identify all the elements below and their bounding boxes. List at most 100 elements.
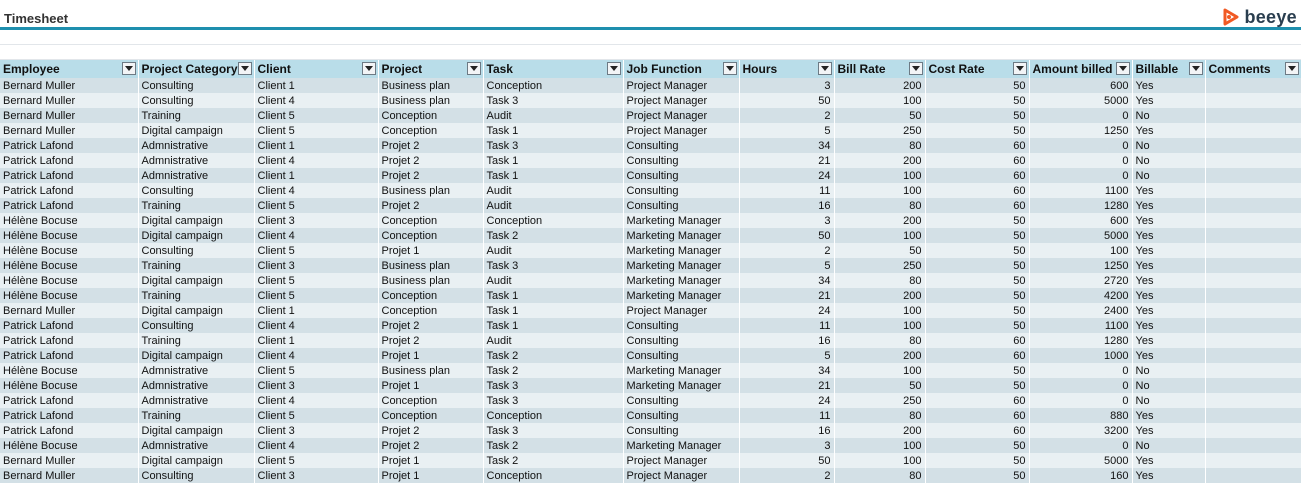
- cell-comments[interactable]: [1205, 378, 1301, 393]
- cell-employee[interactable]: Hélène Bocuse: [0, 258, 139, 273]
- cell-cost-rate[interactable]: 50: [925, 78, 1030, 93]
- column-header-project-category[interactable]: Project Category: [138, 60, 255, 78]
- cell-task[interactable]: Conception: [483, 78, 624, 93]
- cell-client[interactable]: Client 4: [254, 318, 379, 333]
- cell-billable[interactable]: Yes: [1132, 123, 1206, 138]
- cell-task[interactable]: Audit: [483, 108, 624, 123]
- cell-project[interactable]: Projet 1: [378, 453, 484, 468]
- cell-cost-rate[interactable]: 50: [925, 288, 1030, 303]
- cell-hours[interactable]: 3: [739, 213, 835, 228]
- cell-job-function[interactable]: Consulting: [623, 333, 740, 348]
- cell-billable[interactable]: Yes: [1132, 348, 1206, 363]
- cell-hours[interactable]: 2: [739, 108, 835, 123]
- cell-bill-rate[interactable]: 80: [834, 408, 926, 423]
- cell-employee[interactable]: Hélène Bocuse: [0, 273, 139, 288]
- cell-project-category[interactable]: Admnistrative: [138, 168, 255, 183]
- cell-hours[interactable]: 50: [739, 453, 835, 468]
- cell-project[interactable]: Business plan: [378, 78, 484, 93]
- cell-project[interactable]: Conception: [378, 228, 484, 243]
- cell-employee[interactable]: Patrick Lafond: [0, 333, 139, 348]
- cell-job-function[interactable]: Consulting: [623, 183, 740, 198]
- cell-project[interactable]: Projet 2: [378, 198, 484, 213]
- cell-project[interactable]: Business plan: [378, 273, 484, 288]
- cell-comments[interactable]: [1205, 453, 1301, 468]
- cell-billable[interactable]: Yes: [1132, 93, 1206, 108]
- filter-dropdown-button[interactable]: [908, 62, 923, 75]
- column-header-task[interactable]: Task: [483, 60, 624, 78]
- cell-comments[interactable]: [1205, 78, 1301, 93]
- cell-employee[interactable]: Hélène Bocuse: [0, 213, 139, 228]
- cell-bill-rate[interactable]: 100: [834, 93, 926, 108]
- cell-hours[interactable]: 16: [739, 423, 835, 438]
- cell-employee[interactable]: Bernard Muller: [0, 78, 139, 93]
- cell-billable[interactable]: Yes: [1132, 408, 1206, 423]
- cell-amount-billed[interactable]: 880: [1029, 408, 1133, 423]
- cell-project[interactable]: Projet 2: [378, 333, 484, 348]
- cell-client[interactable]: Client 4: [254, 348, 379, 363]
- filter-dropdown-button[interactable]: [237, 62, 252, 75]
- cell-cost-rate[interactable]: 50: [925, 213, 1030, 228]
- cell-comments[interactable]: [1205, 423, 1301, 438]
- cell-bill-rate[interactable]: 80: [834, 333, 926, 348]
- cell-job-function[interactable]: Project Manager: [623, 303, 740, 318]
- cell-bill-rate[interactable]: 50: [834, 243, 926, 258]
- cell-employee[interactable]: Patrick Lafond: [0, 168, 139, 183]
- cell-project[interactable]: Conception: [378, 393, 484, 408]
- cell-bill-rate[interactable]: 100: [834, 363, 926, 378]
- cell-project[interactable]: Business plan: [378, 93, 484, 108]
- cell-cost-rate[interactable]: 50: [925, 453, 1030, 468]
- cell-task[interactable]: Task 3: [483, 378, 624, 393]
- cell-billable[interactable]: No: [1132, 108, 1206, 123]
- cell-task[interactable]: Task 1: [483, 303, 624, 318]
- cell-task[interactable]: Task 2: [483, 453, 624, 468]
- cell-bill-rate[interactable]: 200: [834, 213, 926, 228]
- cell-task[interactable]: Audit: [483, 198, 624, 213]
- cell-cost-rate[interactable]: 60: [925, 348, 1030, 363]
- cell-hours[interactable]: 34: [739, 363, 835, 378]
- cell-billable[interactable]: Yes: [1132, 453, 1206, 468]
- column-header-bill-rate[interactable]: Bill Rate: [834, 60, 926, 78]
- cell-project[interactable]: Business plan: [378, 363, 484, 378]
- cell-amount-billed[interactable]: 600: [1029, 213, 1133, 228]
- cell-employee[interactable]: Patrick Lafond: [0, 318, 139, 333]
- cell-project[interactable]: Conception: [378, 288, 484, 303]
- cell-job-function[interactable]: Consulting: [623, 423, 740, 438]
- cell-client[interactable]: Client 1: [254, 78, 379, 93]
- cell-bill-rate[interactable]: 50: [834, 108, 926, 123]
- cell-task[interactable]: Task 1: [483, 288, 624, 303]
- cell-project[interactable]: Conception: [378, 213, 484, 228]
- cell-project[interactable]: Projet 2: [378, 138, 484, 153]
- cell-task[interactable]: Conception: [483, 468, 624, 483]
- cell-comments[interactable]: [1205, 468, 1301, 483]
- cell-hours[interactable]: 11: [739, 318, 835, 333]
- cell-amount-billed[interactable]: 1280: [1029, 198, 1133, 213]
- cell-project[interactable]: Projet 2: [378, 153, 484, 168]
- cell-amount-billed[interactable]: 0: [1029, 438, 1133, 453]
- cell-project-category[interactable]: Admnistrative: [138, 438, 255, 453]
- cell-comments[interactable]: [1205, 108, 1301, 123]
- cell-hours[interactable]: 21: [739, 288, 835, 303]
- cell-project-category[interactable]: Digital campaign: [138, 228, 255, 243]
- cell-billable[interactable]: Yes: [1132, 273, 1206, 288]
- cell-billable[interactable]: Yes: [1132, 243, 1206, 258]
- cell-project-category[interactable]: Consulting: [138, 243, 255, 258]
- cell-employee[interactable]: Patrick Lafond: [0, 153, 139, 168]
- column-header-job-function[interactable]: Job Function: [623, 60, 740, 78]
- cell-comments[interactable]: [1205, 273, 1301, 288]
- cell-job-function[interactable]: Marketing Manager: [623, 243, 740, 258]
- cell-project[interactable]: Projet 2: [378, 423, 484, 438]
- cell-client[interactable]: Client 4: [254, 393, 379, 408]
- cell-client[interactable]: Client 5: [254, 288, 379, 303]
- cell-client[interactable]: Client 1: [254, 168, 379, 183]
- cell-employee[interactable]: Hélène Bocuse: [0, 243, 139, 258]
- cell-amount-billed[interactable]: 5000: [1029, 228, 1133, 243]
- column-header-cost-rate[interactable]: Cost Rate: [925, 60, 1030, 78]
- cell-amount-billed[interactable]: 3200: [1029, 423, 1133, 438]
- cell-hours[interactable]: 11: [739, 183, 835, 198]
- cell-employee[interactable]: Patrick Lafond: [0, 348, 139, 363]
- cell-task[interactable]: Conception: [483, 408, 624, 423]
- cell-amount-billed[interactable]: 1250: [1029, 123, 1133, 138]
- cell-amount-billed[interactable]: 2400: [1029, 303, 1133, 318]
- cell-job-function[interactable]: Consulting: [623, 318, 740, 333]
- cell-client[interactable]: Client 5: [254, 198, 379, 213]
